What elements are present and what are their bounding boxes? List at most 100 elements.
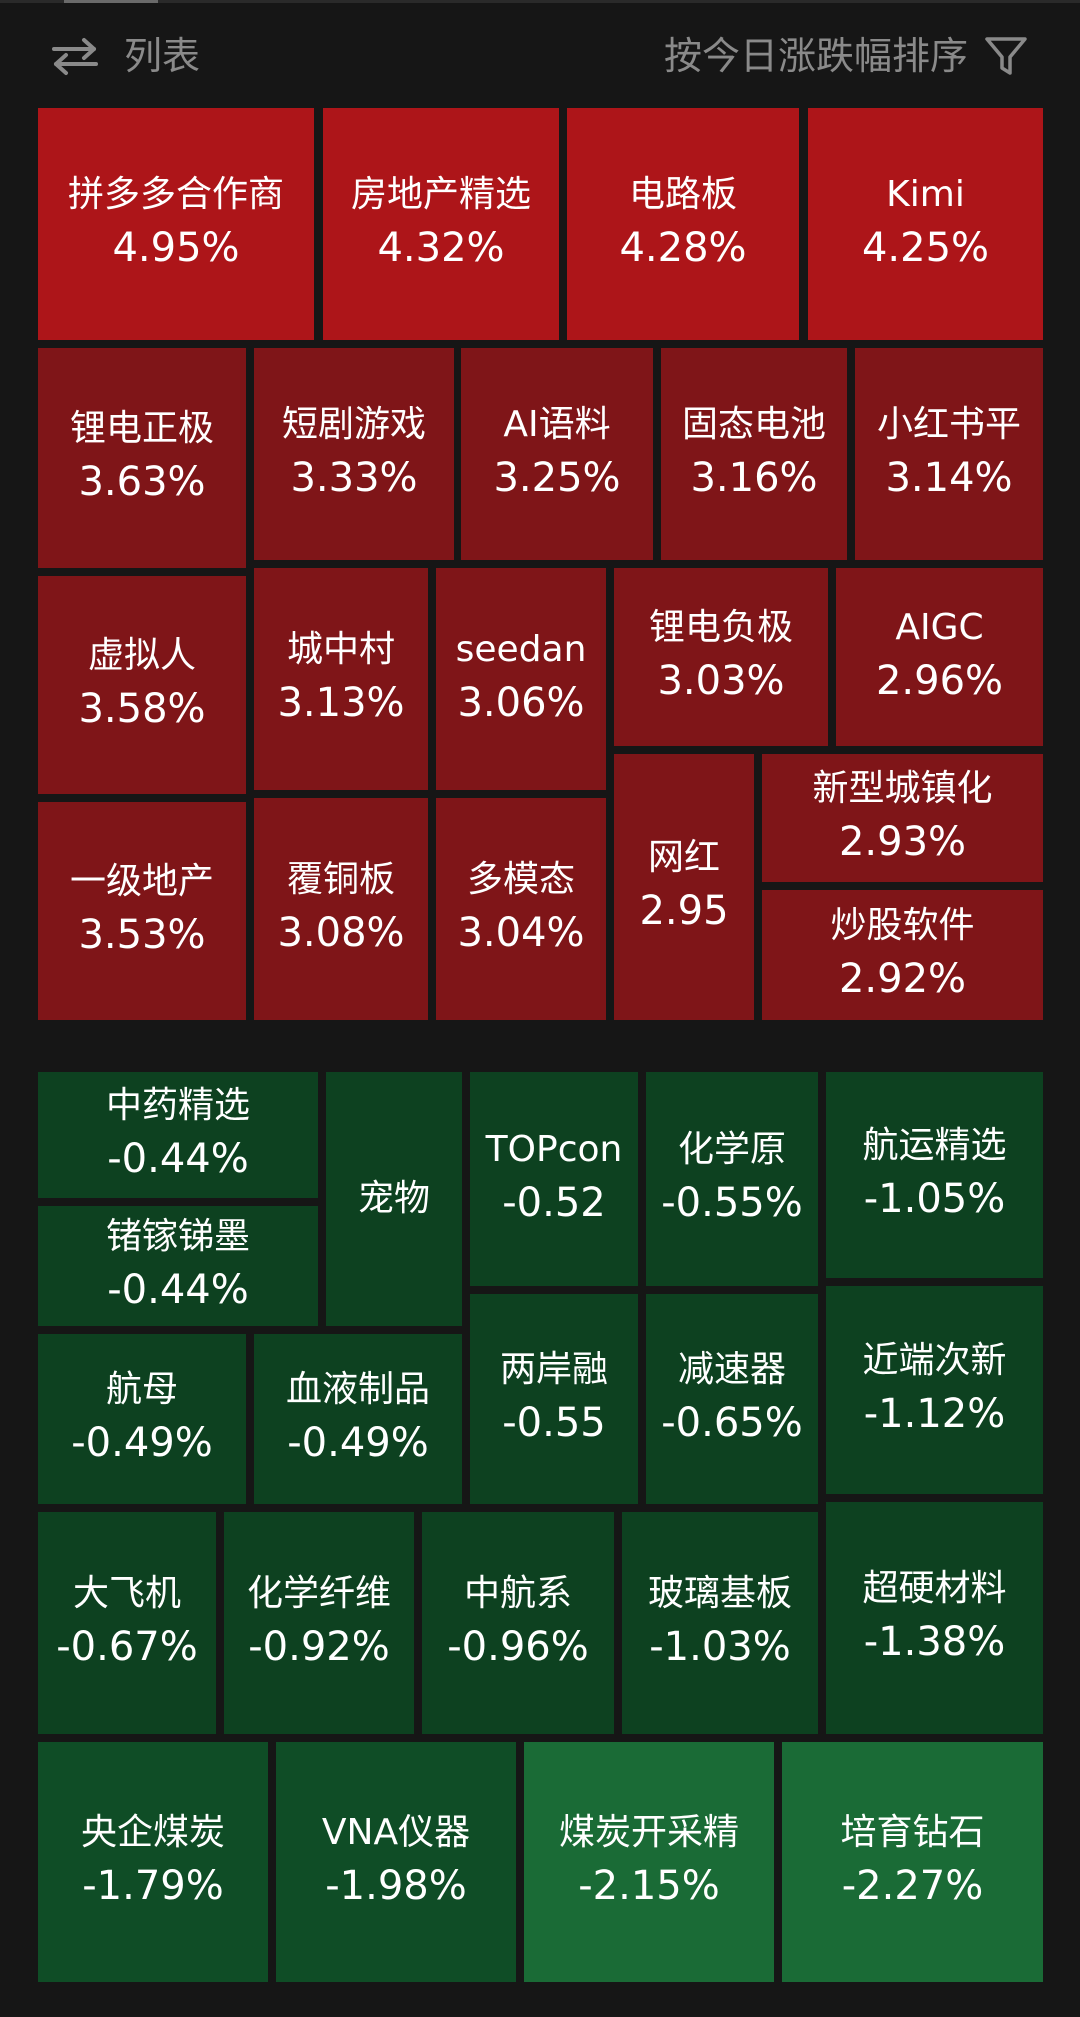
- tile-name: Kimi: [886, 174, 965, 215]
- heatmap-tile[interactable]: 锗镓锑墨 -0.44%: [38, 1206, 318, 1326]
- heatmap-tile[interactable]: 培育钻石 -2.27%: [782, 1742, 1043, 1982]
- heatmap-tile[interactable]: 城中村 3.13%: [254, 568, 428, 790]
- tile-name: 中航系: [463, 1573, 572, 1614]
- tile-change: 2.95: [639, 888, 729, 934]
- filter-funnel-icon[interactable]: [982, 32, 1030, 80]
- tile-name: seedan: [455, 629, 587, 670]
- tile-change: -0.55%: [661, 1180, 803, 1226]
- tile-change: 3.16%: [690, 455, 818, 501]
- heatmap-tile[interactable]: 锂电正极 3.63%: [38, 348, 246, 568]
- tile-name: 血液制品: [285, 1369, 430, 1410]
- heatmap-tile[interactable]: 大飞机 -0.67%: [38, 1512, 216, 1734]
- heatmap-tile[interactable]: 血液制品 -0.49%: [254, 1334, 462, 1504]
- tile-change: 4.25%: [861, 225, 990, 271]
- tile-name: 化学原: [677, 1129, 786, 1170]
- heatmap-tile[interactable]: 一级地产 3.53%: [38, 802, 246, 1020]
- tile-change: -0.67%: [56, 1624, 198, 1670]
- tile-name: 多模态: [466, 859, 575, 900]
- heatmap-tile[interactable]: 两岸融 -0.55: [470, 1294, 638, 1504]
- tile-change: -0.92%: [248, 1624, 390, 1670]
- heatmap-tile[interactable]: Kimi 4.25%: [808, 108, 1043, 340]
- tile-change: 3.58%: [78, 686, 206, 732]
- heatmap-tile[interactable]: 宠物: [326, 1072, 462, 1326]
- heatmap-tile[interactable]: 虚拟人 3.58%: [38, 576, 246, 794]
- tile-name: 煤炭开采精: [558, 1812, 739, 1853]
- tile-name: 中药精选: [105, 1085, 250, 1126]
- heatmap-tile[interactable]: AIGC 2.96%: [836, 568, 1043, 746]
- tile-change: -1.38%: [863, 1619, 1006, 1665]
- tile-name: 固态电池: [681, 404, 826, 445]
- heatmap-tile[interactable]: 房地产精选 4.32%: [323, 108, 559, 340]
- tile-name: 新型城镇化: [812, 768, 993, 809]
- tile-change: 3.33%: [290, 455, 418, 501]
- heatmap-tile[interactable]: 煤炭开采精 -2.15%: [524, 1742, 774, 1982]
- tile-change: 2.93%: [838, 819, 967, 865]
- tile-name: AIGC: [895, 607, 984, 648]
- heatmap-tile[interactable]: 化学纤维 -0.92%: [224, 1512, 414, 1734]
- swap-arrows-icon[interactable]: [50, 36, 100, 76]
- heatmap-tile[interactable]: 玻璃基板 -1.03%: [622, 1512, 818, 1734]
- heatmap-tile[interactable]: VNA仪器 -1.98%: [276, 1742, 516, 1982]
- tile-name: 宠物: [357, 1178, 430, 1219]
- tile-name: 玻璃基板: [647, 1573, 792, 1614]
- heatmap-tile[interactable]: 减速器 -0.65%: [646, 1294, 818, 1504]
- tile-name: 虚拟人: [87, 635, 196, 676]
- tile-name: 电路板: [628, 174, 737, 215]
- tile-name: 锂电正极: [69, 408, 214, 449]
- tile-change: 2.92%: [838, 956, 967, 1002]
- list-view-toggle[interactable]: 列表: [124, 34, 201, 78]
- heatmap-tile[interactable]: AI语料 3.25%: [461, 348, 653, 560]
- heatmap-tile[interactable]: TOPcon -0.52: [470, 1072, 638, 1286]
- tile-name: 网红: [647, 837, 720, 878]
- tile-name: 炒股软件: [830, 905, 975, 946]
- heatmap-tile[interactable]: 拼多多合作商 4.95%: [38, 108, 314, 340]
- heatmap-tile[interactable]: 中航系 -0.96%: [422, 1512, 614, 1734]
- tile-change: -1.79%: [82, 1863, 224, 1909]
- heatmap-tile[interactable]: 网红 2.95: [614, 754, 754, 1020]
- tile-change: 3.25%: [493, 455, 621, 501]
- heatmap-tile[interactable]: 近端次新 -1.12%: [826, 1286, 1043, 1494]
- heatmap-tile[interactable]: 覆铜板 3.08%: [254, 798, 428, 1020]
- tile-change: -0.49%: [287, 1420, 429, 1466]
- tile-name: 近端次新: [862, 1340, 1007, 1381]
- tile-name: 央企煤炭: [80, 1812, 225, 1853]
- tile-change: -2.27%: [841, 1863, 984, 1909]
- heatmap-tile[interactable]: 新型城镇化 2.93%: [762, 754, 1043, 882]
- heatmap-tile[interactable]: 电路板 4.28%: [567, 108, 799, 340]
- sort-order-button[interactable]: 按今日涨跌幅排序: [663, 34, 968, 78]
- tile-name: 短剧游戏: [281, 404, 426, 445]
- heatmap-tile[interactable]: 短剧游戏 3.33%: [254, 348, 454, 560]
- heatmap-tile[interactable]: 小红书平 3.14%: [855, 348, 1043, 560]
- top-divider: [0, 0, 1080, 3]
- heatmap-tile[interactable]: seedan 3.06%: [436, 568, 606, 790]
- heatmap-tile[interactable]: 超硬材料 -1.38%: [826, 1502, 1043, 1734]
- heatmap-tile[interactable]: 炒股软件 2.92%: [762, 890, 1043, 1020]
- tile-change: -2.15%: [578, 1863, 720, 1909]
- tile-name: 拼多多合作商: [67, 174, 284, 215]
- heatmap-tile[interactable]: 央企煤炭 -1.79%: [38, 1742, 268, 1982]
- tile-change: -0.49%: [71, 1420, 213, 1466]
- tile-change: 3.04%: [457, 910, 585, 956]
- tile-change: 4.95%: [112, 225, 240, 271]
- tile-name: 小红书平: [876, 404, 1021, 445]
- tile-change: -1.05%: [863, 1176, 1006, 1222]
- tile-change: -1.98%: [325, 1863, 467, 1909]
- header-bar: 列表 按今日涨跌幅排序: [0, 20, 1080, 92]
- heatmap-tile[interactable]: 航母 -0.49%: [38, 1334, 246, 1504]
- tile-change: -1.03%: [649, 1624, 791, 1670]
- heatmap-tile[interactable]: 多模态 3.04%: [436, 798, 606, 1020]
- heatmap-tile[interactable]: 中药精选 -0.44%: [38, 1072, 318, 1198]
- tile-change: -0.44%: [107, 1136, 249, 1182]
- tile-change: 3.14%: [885, 455, 1013, 501]
- tile-name: 锂电负极: [648, 607, 793, 648]
- tile-change: 4.28%: [619, 225, 747, 271]
- heatmap-tile[interactable]: 固态电池 3.16%: [661, 348, 847, 560]
- tile-name: 覆铜板: [286, 859, 395, 900]
- tile-name: AI语料: [503, 404, 611, 445]
- tile-name: VNA仪器: [321, 1812, 471, 1853]
- heatmap-tile[interactable]: 化学原 -0.55%: [646, 1072, 818, 1286]
- heatmap-tile[interactable]: 航运精选 -1.05%: [826, 1072, 1043, 1278]
- tile-name: 航母: [105, 1369, 178, 1410]
- tile-change: 3.63%: [78, 459, 206, 505]
- heatmap-tile[interactable]: 锂电负极 3.03%: [614, 568, 828, 746]
